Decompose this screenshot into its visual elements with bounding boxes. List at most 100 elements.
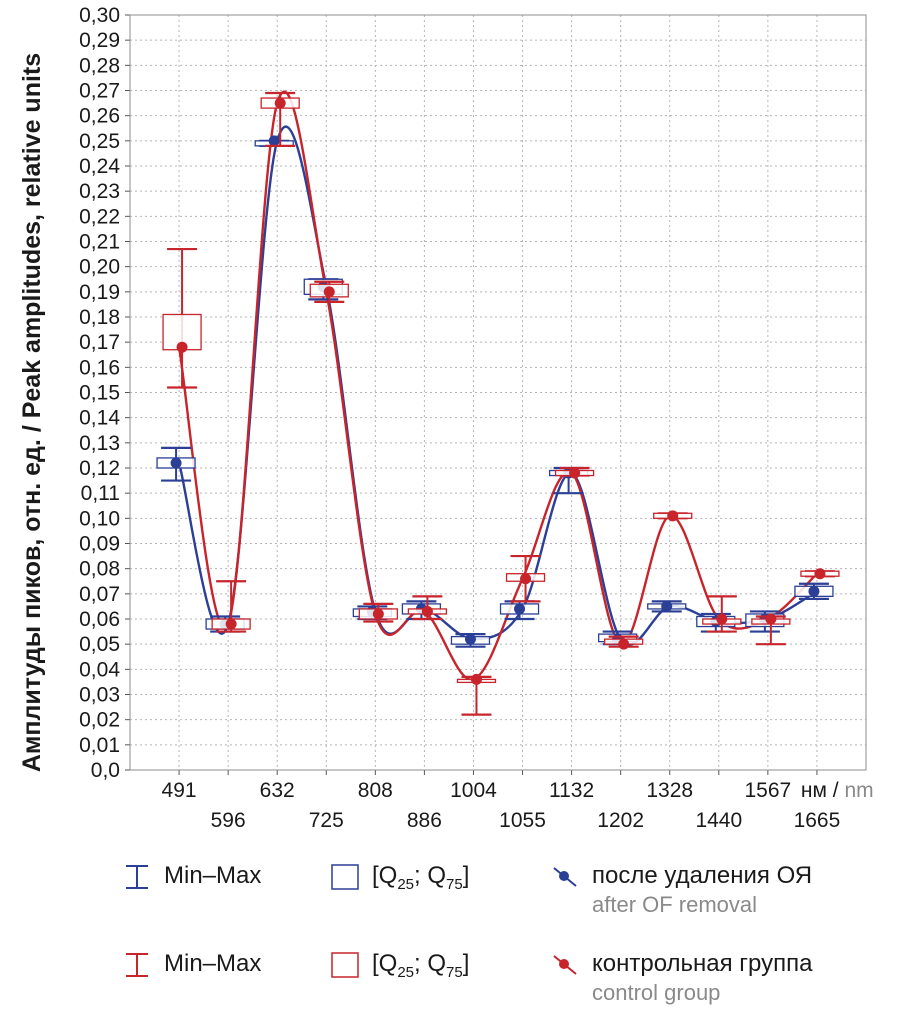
x-axis-ticks: 491 596 632 725 808 886 1004105511321202132814… xyxy=(162,770,841,832)
y-tick-label: 0,02 xyxy=(79,709,120,732)
y-axis-ticks: 0,00,010,020,03 0,040,050,060,070,080,09 0… xyxy=(79,4,130,782)
y-tick-label: 0,30 xyxy=(79,4,120,27)
y-tick-label: 0,18 xyxy=(79,306,120,329)
x-tick-label: 725 xyxy=(309,809,344,832)
legend-point-blue: после удаления ОЯ after OF removal xyxy=(548,862,812,918)
legend-quartile-label: [Q25; Q75] xyxy=(372,862,469,893)
x-tick-label: 1055 xyxy=(499,809,546,832)
y-axis-label-en: Peak amplitudes, relative units xyxy=(18,53,46,418)
legend-minmax-label: Min–Max xyxy=(164,862,262,889)
median-point xyxy=(170,457,182,469)
q-close: ] xyxy=(462,862,470,889)
legend: Min–Max [Q25; Q75] после удаления ОЯ aft… xyxy=(0,850,900,1021)
y-tick-label: 0,17 xyxy=(79,331,120,354)
box-series-1-1328 xyxy=(647,600,687,613)
q-sub-25: 25 xyxy=(397,875,415,893)
y-tick-label: 0,22 xyxy=(79,205,120,228)
x-tick-label: 1004 xyxy=(450,779,497,802)
box-series-2-1202 xyxy=(604,635,644,650)
y-tick-label: 0,19 xyxy=(79,281,120,304)
q-mid: ; Q xyxy=(414,862,447,889)
median-point xyxy=(421,605,433,617)
median-point xyxy=(225,618,237,630)
legend-blue-text: после удаления ОЯ after OF removal xyxy=(592,862,812,918)
y-axis-label-sep: / xyxy=(18,418,46,439)
x-unit-sep: / xyxy=(827,779,845,802)
x-tick-label: 1328 xyxy=(646,779,693,802)
x-tick-label: 491 xyxy=(162,779,197,802)
grid xyxy=(130,14,866,771)
y-tick-label: 0,10 xyxy=(79,507,120,530)
median-point xyxy=(808,585,820,597)
x-tick-label: 1665 xyxy=(794,809,841,832)
y-tick-label: 0,08 xyxy=(79,558,120,581)
legend-point-red: контрольная группа control group xyxy=(548,950,812,1006)
y-tick-label: 0,26 xyxy=(79,105,120,128)
median-point xyxy=(765,613,777,625)
median-point xyxy=(661,600,673,612)
point-icon-blue xyxy=(553,867,577,887)
y-tick-label: 0,16 xyxy=(79,356,120,379)
x-axis-unit: нм / nm xyxy=(801,779,874,802)
y-tick-label: 0,24 xyxy=(79,155,120,178)
box-series-1-1004 xyxy=(450,632,491,648)
whisker-icon-blue xyxy=(126,865,148,889)
y-axis-label: Амплитуды пиков, отн. ед. / Peak amplitu… xyxy=(18,53,46,772)
y-tick-label: 0,01 xyxy=(79,734,120,757)
legend-quartile-blue: [Q25; Q75] xyxy=(328,862,469,893)
box-series-1-1665 xyxy=(794,582,834,600)
box-icon-blue xyxy=(331,864,359,890)
y-tick-label: 0,23 xyxy=(79,180,120,203)
box-series-2-1132 xyxy=(554,466,595,479)
y-tick-label: 0,27 xyxy=(79,80,120,103)
box-series-2-808 xyxy=(358,602,398,623)
box-series-2-1004 xyxy=(456,673,497,716)
box-series-2-1328 xyxy=(653,510,693,522)
median-point xyxy=(464,633,476,645)
x-tick-label: 1567 xyxy=(745,779,792,802)
legend-red-en: control group xyxy=(592,980,721,1005)
box-series-1-491 xyxy=(156,446,196,482)
q-open: [Q xyxy=(372,862,398,889)
y-tick-label: 0,15 xyxy=(79,382,120,405)
median-curve-series-1 xyxy=(177,125,818,646)
y-tick-label: 0,29 xyxy=(79,29,120,52)
median-point xyxy=(268,135,280,147)
median-point xyxy=(323,286,335,298)
y-tick-label: 0,07 xyxy=(79,583,120,606)
box-series-2-1440 xyxy=(702,595,742,633)
legend-minmax-blue: Min–Max xyxy=(120,862,261,892)
x-tick-label: 1440 xyxy=(695,809,742,832)
box-series-1-632 xyxy=(254,135,294,147)
x-tick-label: 808 xyxy=(358,779,393,802)
y-tick-label: 0,0 xyxy=(91,759,120,782)
legend-quartile-red: [Q25; Q75] xyxy=(328,950,469,981)
x-unit-en: nm xyxy=(844,779,873,802)
y-tick-label: 0,13 xyxy=(79,432,120,455)
median-point xyxy=(176,341,188,353)
y-axis-label-ru: Амплитуды пиков, отн. ед. xyxy=(18,439,46,772)
box-icon-red xyxy=(331,952,359,978)
q-close-red: ] xyxy=(462,950,470,977)
whisker-icon-red xyxy=(126,953,148,977)
median-point xyxy=(618,638,630,650)
box-series-2-1567 xyxy=(751,613,791,646)
q-open-red: [Q xyxy=(372,950,398,977)
y-tick-label: 0,03 xyxy=(79,684,120,707)
q-sub-75: 75 xyxy=(446,875,463,893)
chart: 0,00,010,020,03 0,040,050,060,070,080,09 0… xyxy=(18,4,874,832)
plot-frame xyxy=(129,14,867,771)
box-series-2-632 xyxy=(260,91,300,147)
y-tick-label: 0,25 xyxy=(79,130,120,153)
legend-red-text: контрольная группа control group xyxy=(592,950,812,1006)
box-series-2-886 xyxy=(407,595,448,621)
box-series-2-1055 xyxy=(505,554,546,603)
x-tick-label: 886 xyxy=(407,809,442,832)
y-tick-label: 0,09 xyxy=(79,533,120,556)
legend-minmax-red: Min–Max xyxy=(120,950,261,980)
x-tick-label: 632 xyxy=(260,779,295,802)
median-point xyxy=(667,510,679,522)
y-tick-label: 0,11 xyxy=(81,482,120,505)
q-mid-red: ; Q xyxy=(414,950,447,977)
median-point xyxy=(372,608,384,620)
